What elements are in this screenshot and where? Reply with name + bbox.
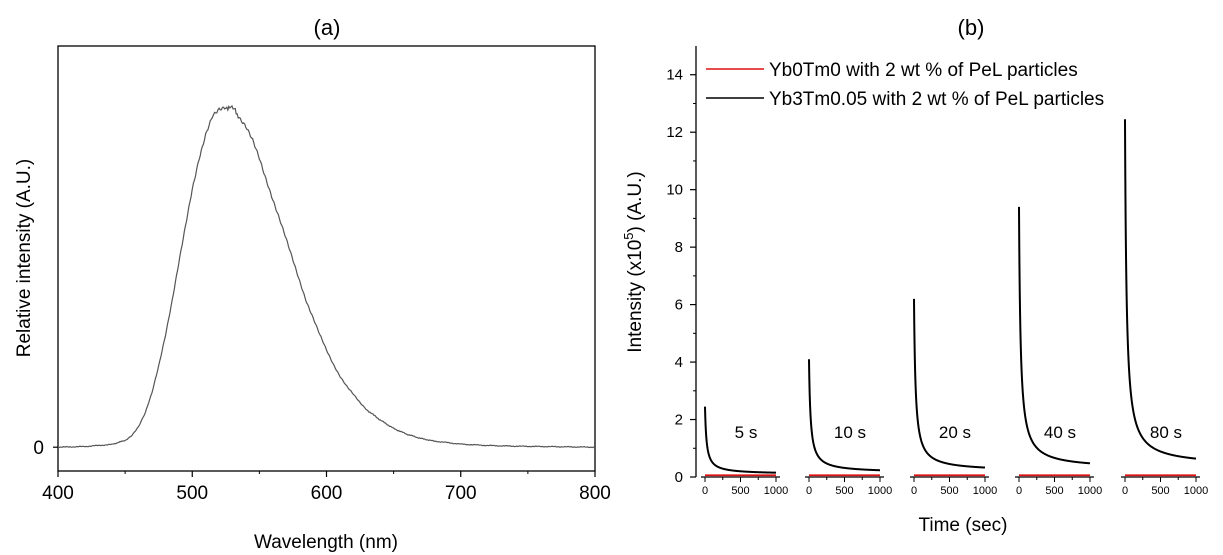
panel-a-x-axis-label: Wavelength (nm) — [254, 532, 398, 553]
panel-b-segment: 0 500 1000 5 s — [701, 406, 788, 497]
panel-b-x-tick-label: 500 — [1151, 485, 1169, 497]
panel-a-y-axis-label: Relative intensity (A.U.) — [14, 159, 35, 358]
legend-label-yb0tm0: Yb0Tm0 with 2 wt % of PeL particles — [769, 60, 1078, 81]
panel-b-y-ticks: 0 2 4 6 8 10 12 14 — [666, 67, 696, 486]
panel-b-x-tick-label: 500 — [940, 485, 958, 497]
panel-a-y-tick-label: 0 — [33, 438, 44, 459]
panel-b-y-axis-label: Intensity (x105) (A.U.) — [621, 171, 646, 352]
panel-b-y-tick-label: 0 — [675, 469, 683, 486]
panel-b-segment-label: 10 s — [834, 423, 866, 442]
panel-b-y-tick-label: 14 — [666, 67, 683, 84]
panel-a-x-tick-label: 400 — [42, 483, 74, 504]
panel-b-y-tick-label: 2 — [675, 412, 683, 429]
panel-b-y-tick-label: 6 — [675, 297, 683, 314]
panel-b-y-axis-label-sup: 5 — [621, 232, 636, 239]
panel-a-x-tick-label: 700 — [445, 483, 477, 504]
panel-b-x-tick-label: 1000 — [1078, 485, 1102, 497]
panel-b-segment-label: 20 s — [939, 423, 971, 442]
panel-b-x-tick-label: 0 — [702, 485, 708, 497]
panel-b-series-yb3tm005-line — [913, 298, 986, 469]
panel-b-segment-label: 80 s — [1150, 423, 1182, 442]
panel-b-x-tick-label: 1000 — [973, 485, 997, 497]
panel-b-segments: 0 500 1000 5 s 0 500 1000 10 s 0 500 1000 20 s 0 500 1… — [701, 119, 1208, 497]
panel-a-x-tick-label: 600 — [311, 483, 343, 504]
panel-b-title: (b) — [958, 15, 985, 40]
panel-a-x-tick-label: 500 — [176, 483, 208, 504]
legend-label-yb3tm005: Yb3Tm0.05 with 2 wt % of PeL particles — [769, 89, 1104, 110]
panel-a-plot-frame — [57, 45, 596, 472]
panel-b-x-tick-label: 1000 — [1184, 485, 1208, 497]
panel-a-spectrum-line — [57, 104, 596, 449]
panel-b-x-tick-label: 0 — [911, 485, 917, 497]
panel-b-y-tick-label: 10 — [666, 182, 683, 199]
panel-a-y-ticks: 0 — [33, 438, 58, 459]
panel-a-x-ticks: 400 500 600 700 800 — [42, 471, 611, 504]
panel-b-segment: 0 500 1000 80 s — [1121, 119, 1208, 497]
panel-b-x-tick-label: 500 — [835, 485, 853, 497]
panel-b-x-tick-label: 0 — [806, 485, 812, 497]
panel-b-segment: 0 500 1000 40 s — [1015, 206, 1102, 497]
panel-b-segment-label: 5 s — [735, 423, 758, 442]
panel-b-y-tick-label: 4 — [675, 354, 683, 371]
panel-b-x-tick-label: 1000 — [868, 485, 892, 497]
panel-b-series-yb3tm005-line — [1018, 206, 1091, 465]
panel-b-x-tick-label: 1000 — [764, 485, 788, 497]
panel-b-legend: Yb0Tm0 with 2 wt % of PeL particles Yb3T… — [706, 60, 1104, 110]
panel-b-x-tick-label: 0 — [1122, 485, 1128, 497]
panel-a-title: (a) — [314, 15, 341, 40]
panel-b-series-yb3tm005-line — [704, 406, 776, 474]
panel-b-y-tick-label: 12 — [666, 124, 683, 141]
panel-a-spectrum: (a) 400 500 600 700 800 0 Wavelength (nm) Re… — [14, 15, 611, 553]
panel-b-x-tick-label: 500 — [1045, 485, 1063, 497]
panel-b-x-tick-label: 0 — [1016, 485, 1022, 497]
panel-a-x-tick-label: 800 — [579, 483, 611, 504]
panel-b-series-yb3tm005-line — [808, 359, 881, 472]
panel-b-y-tick-label: 8 — [675, 239, 683, 256]
panel-b-segment: 0 500 1000 10 s — [805, 359, 892, 497]
panel-b-x-axis-label: Time (sec) — [918, 515, 1007, 536]
panel-b-segment-label: 40 s — [1044, 423, 1076, 442]
panel-b-segment: 0 500 1000 20 s — [910, 298, 997, 497]
panel-b-series-yb3tm005-line — [1124, 119, 1197, 460]
panel-b-x-tick-label: 500 — [731, 485, 749, 497]
